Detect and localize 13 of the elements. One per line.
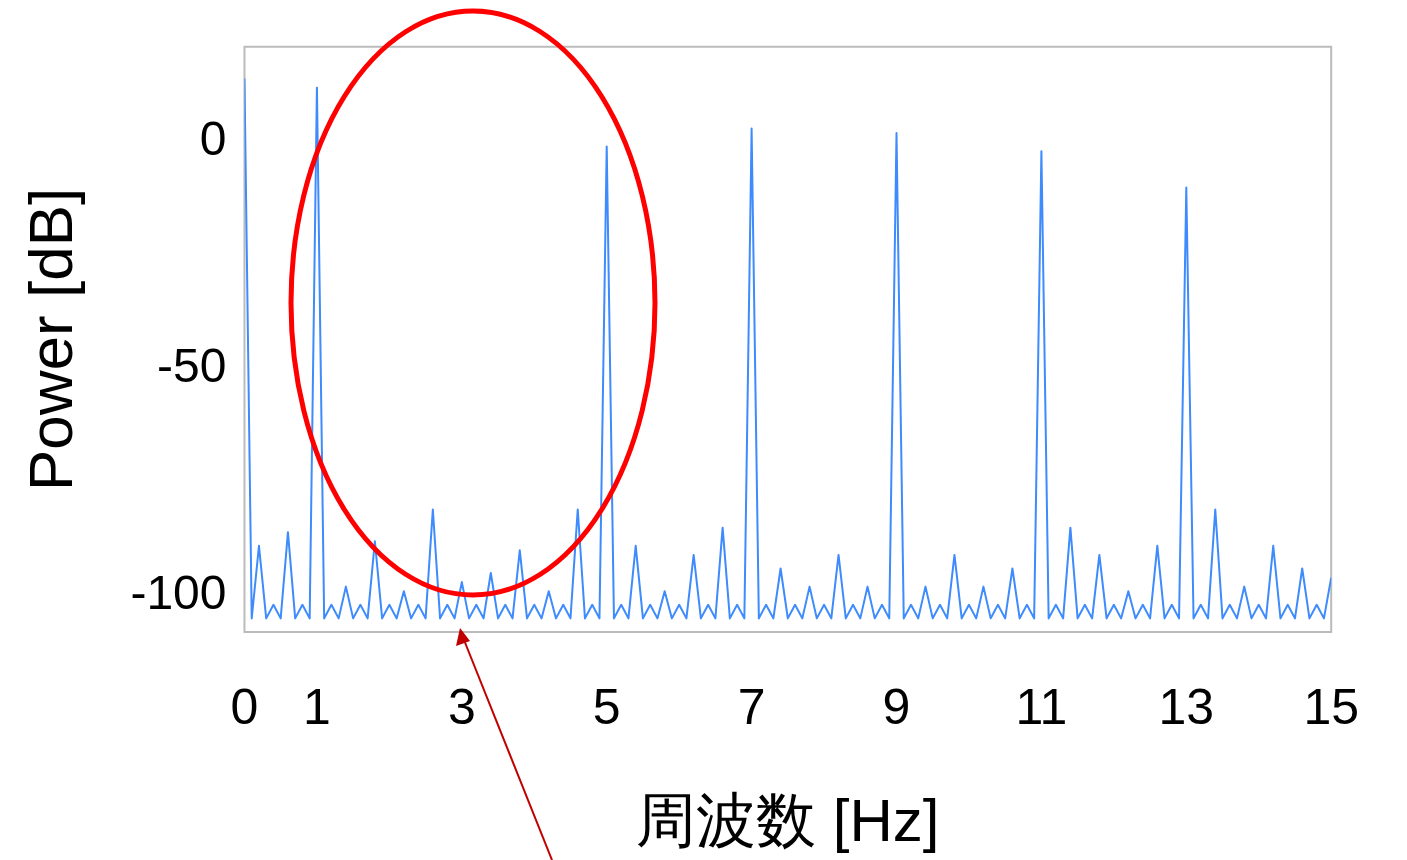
x-tick-label: 7	[737, 678, 766, 735]
x-tick-label: 15	[1303, 678, 1359, 735]
x-tick-label: 9	[882, 678, 911, 735]
y-tick-label: -50	[157, 339, 227, 393]
y-tick-label: 0	[199, 112, 227, 166]
x-tick-label: 13	[1158, 678, 1215, 735]
x-axis-title: 周波数 [Hz]	[636, 786, 940, 854]
x-tick-label: 5	[592, 678, 621, 735]
y-axis-title: Power [dB]	[16, 187, 86, 492]
x-tick-label: 1	[303, 678, 331, 735]
y-tick-label: -100	[130, 565, 227, 619]
x-tick-label: 3	[447, 678, 476, 735]
x-tick-label: 11	[1015, 678, 1068, 735]
